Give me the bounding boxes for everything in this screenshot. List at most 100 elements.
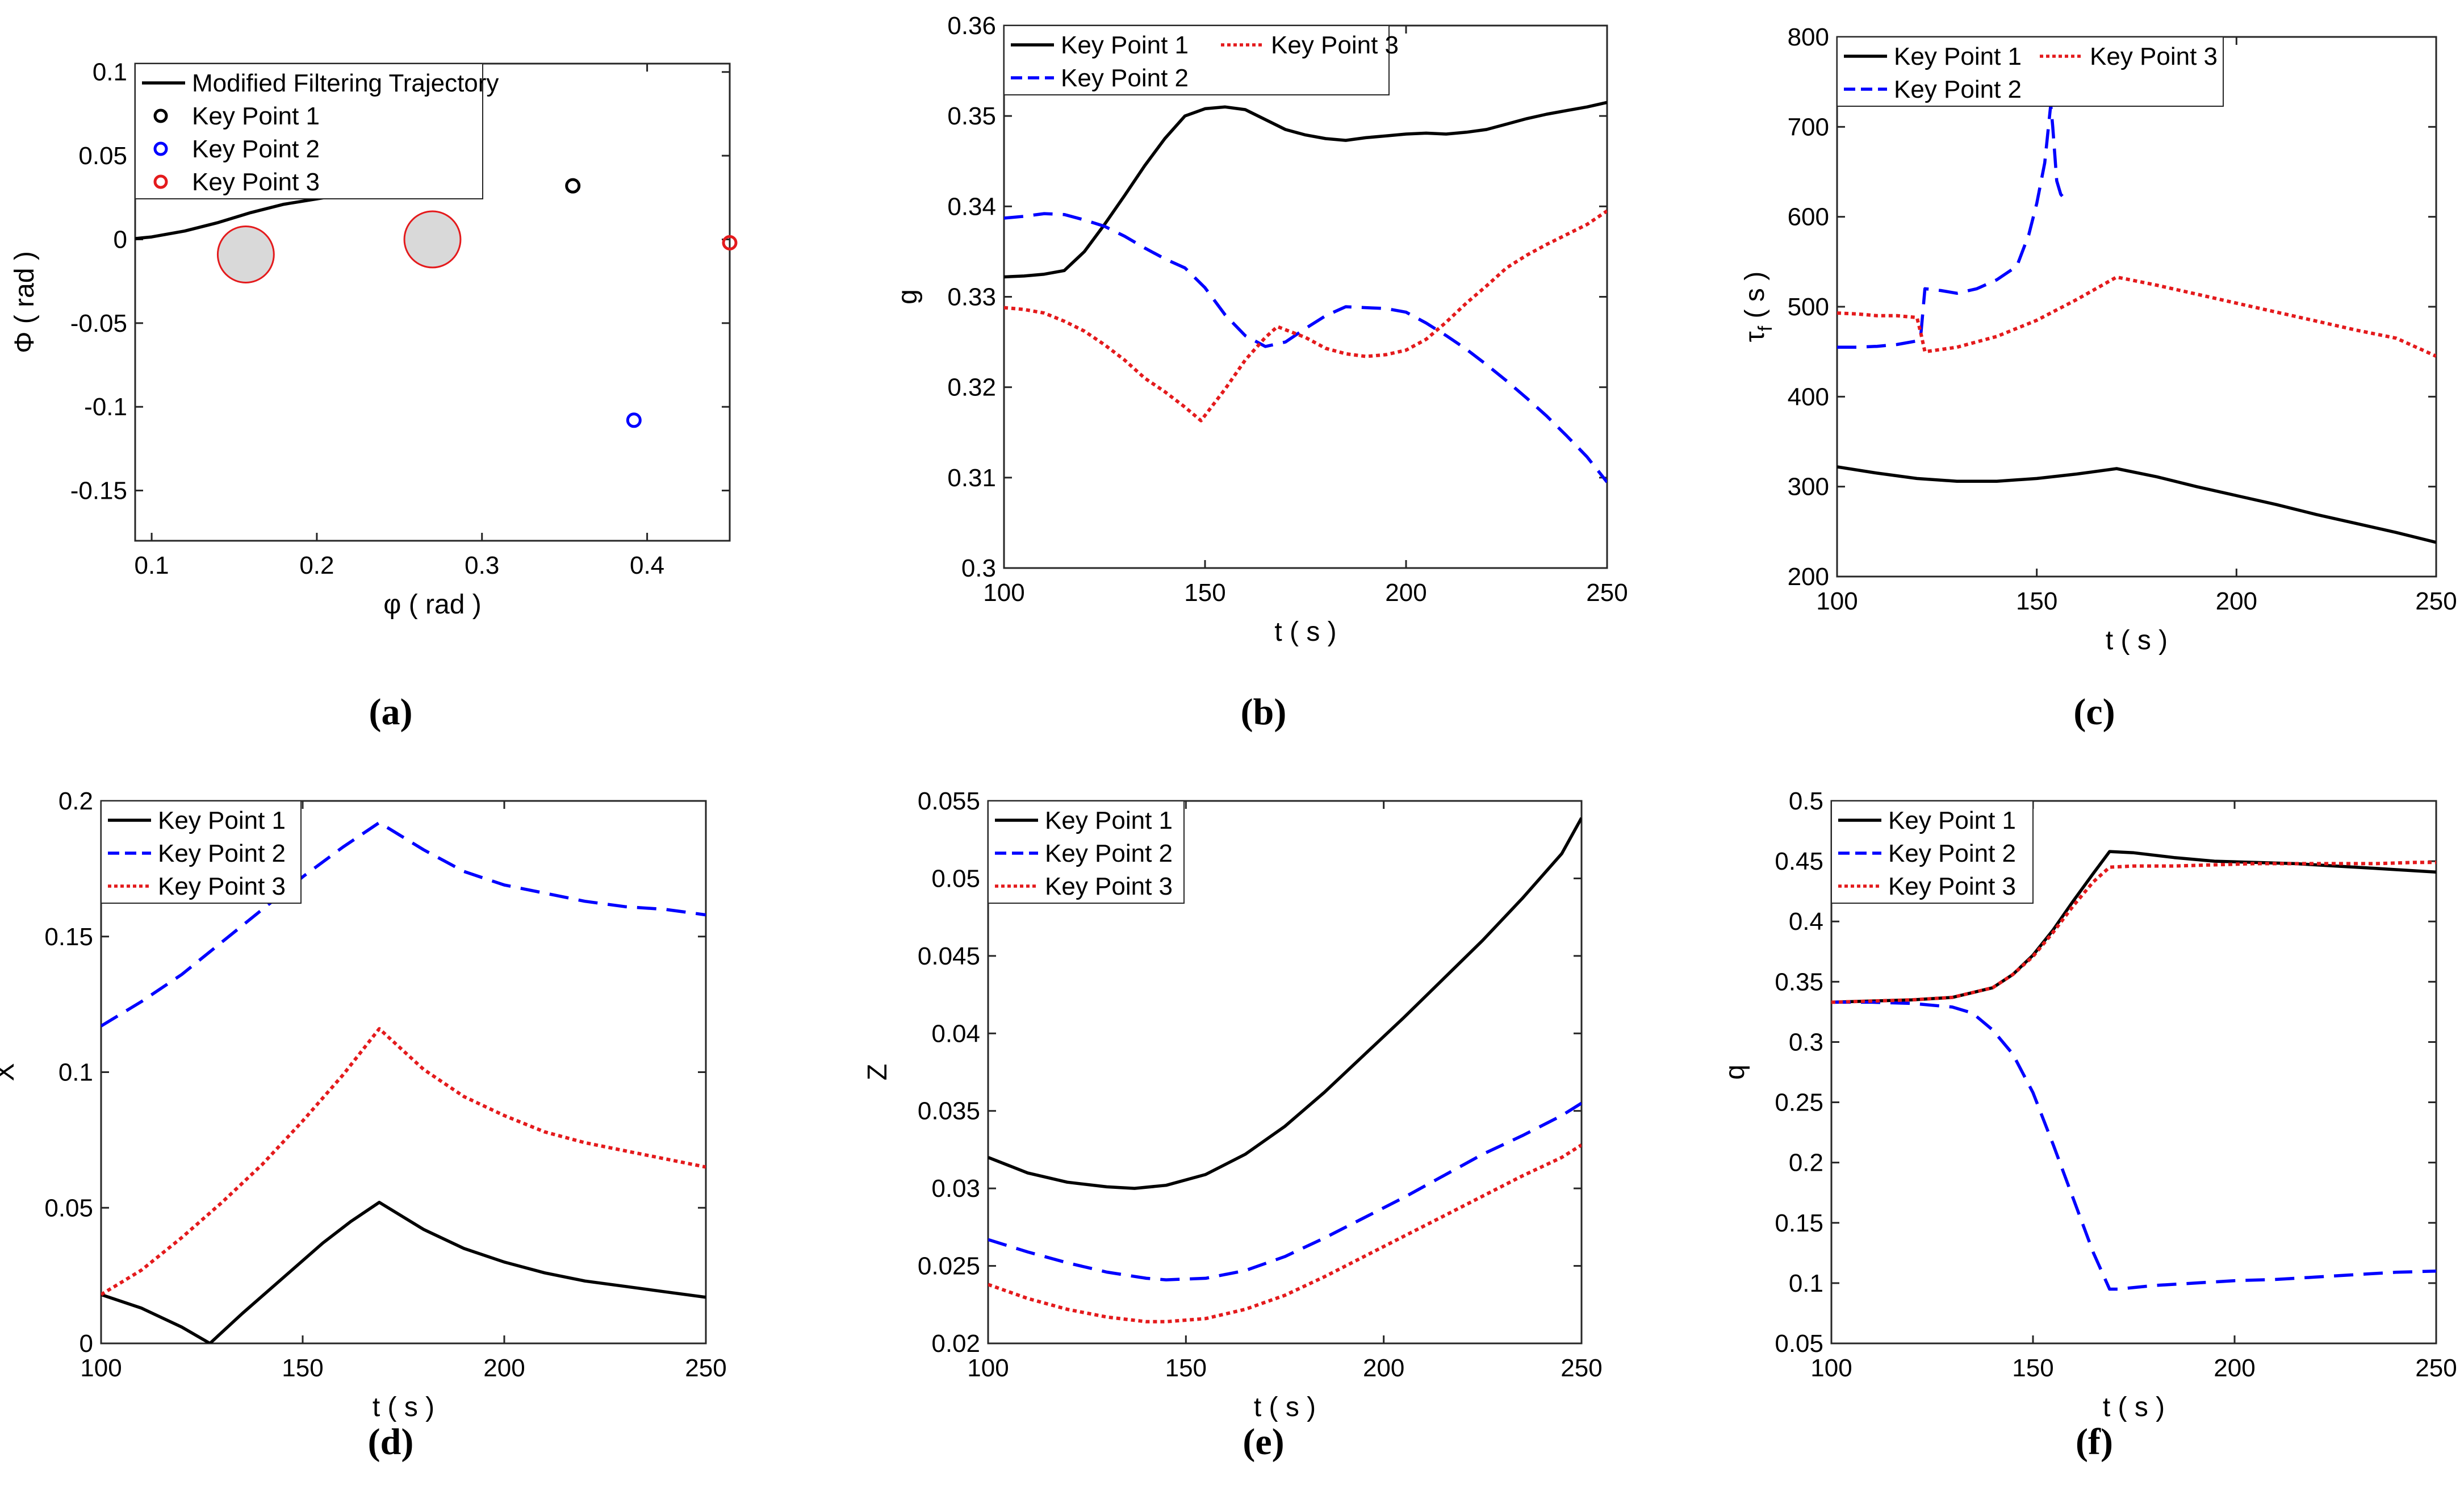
legend: Key Point 1 Key Point 3 Key Point 2 (1003, 25, 1399, 95)
series-line (988, 1101, 1582, 1281)
y-tick-label: 0.035 (918, 1097, 980, 1125)
legend-box (1837, 36, 2224, 107)
y-tick-label: 0.025 (918, 1252, 980, 1280)
y-axis-label: g (893, 289, 923, 304)
x-tick-label: 0.4 (630, 552, 664, 579)
panel-caption: (d) (368, 1421, 414, 1463)
legend-label: Key Point 3 (2090, 43, 2218, 70)
legend-label: Key Point 3 (158, 872, 286, 900)
x-axis-label: φ ( rad ) (383, 590, 481, 620)
legend-label: Key Point 1 (1061, 31, 1189, 59)
y-tick-label: 0.03 (931, 1175, 980, 1203)
y-tick-label: -0.05 (70, 310, 127, 337)
legend-label: Key Point 2 (1888, 840, 2016, 867)
data-point-marker (626, 412, 642, 428)
legend-label: Key Point 3 (192, 168, 320, 196)
legend-label: Key Point 1 (192, 102, 320, 130)
series-line (101, 1027, 706, 1296)
x-axis-label: t ( s ) (373, 1392, 434, 1422)
legend: Key Point 1 Key Point 2 Key Point 3 (1831, 800, 2034, 904)
series-line (1831, 1000, 2436, 1291)
x-axis-label: t ( s ) (1254, 1392, 1316, 1422)
x-tick-label: 150 (282, 1354, 323, 1382)
y-tick-label: 500 (1788, 293, 1829, 321)
axes-box (1836, 36, 2437, 578)
panel-caption: (b) (1241, 691, 1287, 733)
x-tick-label: 100 (983, 579, 1024, 607)
panel-caption: (a) (369, 691, 413, 733)
legend: Key Point 1 Key Point 2 Key Point 3 (988, 800, 1185, 904)
legend-label: Key Point 1 (158, 807, 286, 834)
legend-label: Key Point 2 (1061, 64, 1189, 92)
y-tick-label: 0 (80, 1330, 93, 1358)
y-tick-label: 800 (1788, 23, 1829, 51)
legend-marker (153, 108, 168, 123)
legend: Modified Filtering Trajectory Key Point 1… (135, 63, 499, 199)
legend-label: Key Point 3 (1888, 872, 2016, 900)
x-tick-label: 150 (1165, 1354, 1207, 1382)
y-tick-label: 0.34 (947, 193, 996, 220)
y-tick-label: 0.1 (1789, 1270, 1823, 1297)
x-tick-label: 200 (1385, 579, 1426, 607)
x-tick-label: 200 (1363, 1354, 1404, 1382)
y-axis-label: Z (863, 1064, 893, 1080)
y-axis-label: Φ ( rad ) (10, 251, 40, 353)
y-tick-label: 0.2 (1789, 1149, 1823, 1177)
series-line (988, 817, 1582, 1190)
x-tick-label: 150 (1184, 579, 1225, 607)
y-tick-label: 0 (114, 226, 127, 253)
legend-label: Key Point 2 (1894, 76, 2022, 103)
x-tick-label: 250 (685, 1354, 726, 1382)
legend-label: Key Point 2 (158, 840, 286, 867)
y-tick-label: 0.1 (58, 1059, 93, 1087)
legend-label: Key Point 1 (1045, 807, 1173, 834)
series-line (101, 821, 706, 1028)
y-tick-label: 0.05 (1775, 1330, 1823, 1358)
series-line (135, 196, 325, 240)
y-tick-label: 0.04 (931, 1020, 980, 1047)
x-tick-label: 200 (483, 1354, 525, 1382)
x-tick-label: 100 (967, 1354, 1009, 1382)
y-tick-label: 0.5 (1789, 787, 1823, 815)
obstacle-circle (403, 210, 462, 269)
y-tick-label: 0.2 (58, 787, 93, 815)
legend-box (1003, 25, 1390, 95)
y-tick-label: 0.3 (961, 554, 996, 582)
x-tick-label: 250 (2415, 1354, 2457, 1382)
x-axis-label: t ( s ) (2103, 1392, 2165, 1422)
chart-b: 100 150 200 250 0.3 0.31 0.32 0.33 0.34 0.35 0.36 t… (893, 12, 1628, 733)
y-tick-label: 0.055 (918, 787, 980, 815)
y-tick-label: 600 (1788, 203, 1829, 231)
y-tick-label: 400 (1788, 383, 1829, 411)
chart-a: 0.1 0.2 0.3 0.4 0.1 0.05 0 -0.05 -0.1 -0.15 φ ( ra… (10, 59, 738, 733)
series-line (1837, 465, 2436, 544)
y-axis-label-symbol: τ (1740, 331, 1770, 342)
x-axis-label: t ( s ) (2106, 625, 2168, 656)
series-line (1837, 275, 2436, 358)
series-line (1004, 101, 1607, 279)
y-tick-label: 700 (1788, 113, 1829, 141)
x-tick-label: 200 (2216, 587, 2257, 615)
y-tick-label: 0.15 (44, 923, 93, 951)
legend: Key Point 1 Key Point 2 Key Point 3 (101, 800, 302, 904)
y-tick-label: 0.45 (1775, 847, 1823, 875)
x-tick-label: 250 (1586, 579, 1628, 607)
y-tick-label: 0.4 (1789, 908, 1823, 936)
x-tick-label: 0.2 (299, 552, 334, 579)
legend-label: Modified Filtering Trajectory (192, 69, 499, 97)
legend-label: Key Point 2 (1045, 840, 1173, 867)
y-tick-label: 0.05 (44, 1194, 93, 1222)
x-tick-label: 100 (1816, 587, 1858, 615)
x-tick-label: 100 (80, 1354, 122, 1382)
obstacle-circle (216, 226, 275, 283)
y-tick-label: 0.36 (947, 12, 996, 40)
legend-label: Key Point 1 (1894, 43, 2022, 70)
y-tick-label: 300 (1788, 473, 1829, 501)
y-tick-label: 0.05 (78, 142, 127, 170)
plot-area (1004, 101, 1607, 483)
x-axis-label: t ( s ) (1274, 617, 1336, 647)
plot-area (988, 817, 1582, 1324)
plot-area (1831, 850, 2436, 1291)
y-axis-label: X (0, 1063, 20, 1081)
